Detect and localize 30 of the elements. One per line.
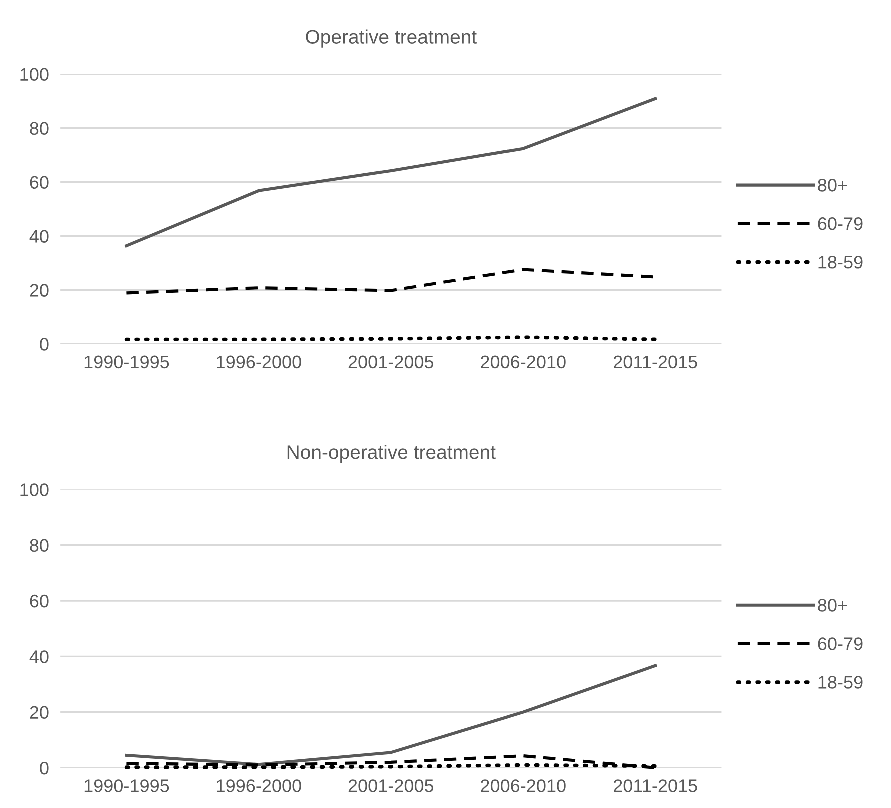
legend-label: 18-59 [818, 256, 863, 269]
x-tick-label: 1996-2000 [217, 356, 302, 369]
y-tick-label: 40 [30, 230, 49, 243]
y-tick-label: 0 [40, 338, 49, 351]
x-tick-label: 2006-2010 [481, 356, 566, 369]
y-tick-label: 60 [30, 176, 49, 190]
y-tick-label: 40 [30, 650, 49, 664]
x-tick-label: 1990-1995 [84, 356, 170, 369]
y-tick-label: 60 [30, 594, 49, 608]
x-tick-label: 2006-2010 [481, 780, 566, 792]
legend-label: 80+ [818, 599, 848, 612]
y-tick-label: 0 [40, 762, 49, 775]
x-tick-label: 2011-2015 [614, 780, 698, 792]
y-tick-label: 20 [30, 706, 49, 720]
x-tick-label: 2011-2015 [614, 356, 698, 369]
legend-label: 60-79 [818, 218, 863, 230]
y-tick-label: 80 [30, 539, 49, 552]
chart-title: Non-operative treatment [288, 445, 496, 464]
legend-label: 18-59 [818, 676, 863, 689]
x-tick-label: 1990-1995 [84, 780, 170, 792]
x-tick-label: 2001-2005 [348, 356, 434, 369]
y-tick-label: 20 [30, 284, 49, 297]
legend-label: 80+ [818, 179, 848, 192]
legend-label: 60-79 [818, 638, 863, 650]
y-tick-label: 80 [30, 122, 49, 136]
chart-title: Operative treatment [306, 30, 477, 48]
y-tick-label: 100 [20, 68, 49, 82]
y-tick-label: 100 [20, 484, 49, 496]
x-tick-label: 2001-2005 [348, 780, 434, 792]
x-tick-label: 1996-2000 [217, 780, 302, 792]
